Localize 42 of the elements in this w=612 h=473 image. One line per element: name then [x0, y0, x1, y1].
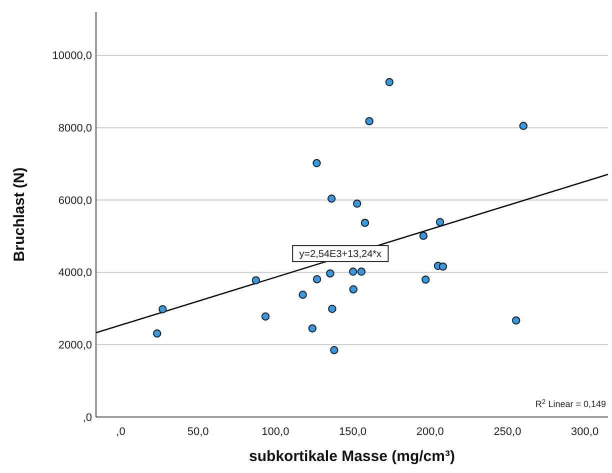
point	[252, 276, 260, 284]
point	[360, 218, 370, 227]
annotation: y=2,54E3+13,24*x	[299, 249, 382, 260]
y-tick-label: 2000,0	[58, 340, 92, 352]
point	[330, 346, 338, 354]
point	[328, 304, 336, 313]
y-axis-title: Bruchlast (N)	[11, 167, 28, 262]
x-tick-label: 250,0	[494, 426, 522, 438]
annotation: R$^{2}$ Linear = 0,149	[535, 398, 606, 409]
y-tick-label: 4000,0	[58, 267, 92, 280]
y-tick-label: 8000,0	[58, 122, 92, 135]
y-tick-label: 6000,0	[58, 194, 92, 207]
point	[365, 117, 374, 126]
point	[298, 290, 307, 299]
x-tick-label: 300,0	[571, 426, 599, 438]
point	[158, 305, 167, 314]
point	[385, 78, 394, 86]
point	[353, 200, 362, 208]
x-tick-label: 50,0	[187, 426, 209, 438]
x-tick-label: 200,0	[416, 426, 444, 438]
point	[349, 285, 358, 294]
point	[327, 194, 336, 203]
point	[348, 268, 358, 276]
point	[422, 275, 430, 284]
x-tick-label: ,0	[116, 426, 126, 438]
y-tick-label: ,0	[82, 412, 92, 424]
x-tick-label: 100,0	[262, 426, 290, 438]
point	[312, 159, 321, 168]
point	[436, 218, 444, 226]
x-tick-label: 150,0	[339, 426, 367, 438]
y-tick-label: 10000,0	[52, 50, 92, 62]
point	[153, 329, 162, 338]
point	[419, 232, 428, 240]
point	[308, 324, 316, 333]
point	[261, 312, 270, 321]
point	[357, 268, 366, 276]
point	[312, 275, 322, 284]
point	[326, 269, 334, 278]
point	[512, 316, 520, 325]
x-axis-title: subkortikale Masse (mg/cm³)	[249, 448, 455, 465]
point	[438, 262, 448, 271]
point	[519, 122, 528, 130]
